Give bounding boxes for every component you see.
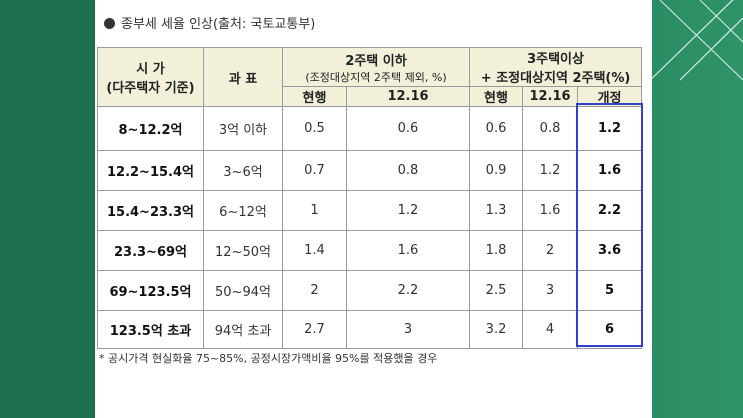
data-cell: 0.7 [282, 150, 347, 191]
header-cell: 2주택 이하 (조정대상지역 2주택 제외, %) [281, 47, 471, 87]
header-text: 2주택 이하 [345, 53, 407, 69]
data-row: 15.4~23.3억 6~12억 1 1.2 1.3 1.6 2.2 [97, 190, 643, 231]
data-cell: 6~12억 [203, 190, 283, 231]
header-text: 3주택이상 [527, 52, 584, 67]
header-cell: 시 가 (다주택자 기준) [97, 47, 204, 107]
data-cell: 1 [282, 190, 347, 231]
data-cell: 0.9 [469, 150, 524, 191]
subheader-cell: 12.16 [522, 86, 579, 107]
data-cell: 50~94억 [203, 270, 283, 311]
data-cell: 0.6 [345, 106, 471, 151]
data-cell: 1.8 [469, 230, 524, 271]
data-row: 123.5억 초과 94억 초과 2.7 3 3.2 4 6 [97, 310, 643, 349]
data-cell: 2 [522, 230, 579, 271]
subheader-cell: 12.16 [345, 86, 471, 107]
data-row: 69~123.5억 50~94억 2 2.2 2.5 3 5 [97, 270, 643, 311]
data-cell: 69~123.5억 [97, 270, 204, 311]
data-cell: 5 [577, 270, 643, 311]
data-cell: 1.2 [345, 190, 471, 231]
data-cell: 1.6 [577, 150, 643, 191]
data-cell: 3억 이하 [203, 106, 283, 151]
bullet [104, 18, 115, 29]
data-row: 12.2~15.4억 3~6억 0.7 0.8 0.9 1.2 1.6 [97, 150, 643, 191]
data-cell: 1.4 [282, 230, 347, 271]
data-cell: 1.2 [522, 150, 579, 191]
header-note: (조정대상지역 2주택 제외, %) [305, 70, 447, 84]
title-text: 종부세 세율 인상(출처: 국토교통부) [121, 17, 316, 32]
data-cell: 0.8 [345, 150, 471, 191]
data-cell: 0.5 [282, 106, 347, 151]
data-cell: 2.2 [345, 270, 471, 311]
data-cell: 12~50억 [203, 230, 283, 271]
data-cell: 2 [282, 270, 347, 311]
deco-line [659, 0, 743, 81]
data-cell: 0.6 [469, 106, 524, 151]
header-text: 시 가 [136, 62, 165, 77]
data-cell: 0.8 [522, 106, 579, 151]
data-cell: 12.2~15.4억 [97, 150, 204, 191]
tax-rate-table: 시 가 (다주택자 기준) 과 표 2주택 이하 (조정대상지역 2주택 제외, %) 3… [97, 47, 643, 349]
header-note: (다주택자 기준) [106, 81, 195, 96]
subheader-cell: 개정 [577, 86, 643, 107]
deco-line [639, 0, 734, 91]
data-cell: 3 [345, 310, 471, 349]
data-cell: 6 [577, 310, 643, 349]
subheader-cell: 현행 [282, 86, 347, 107]
data-cell: 3 [522, 270, 579, 311]
data-cell: 15.4~23.3억 [97, 190, 204, 231]
header-cell: 과 표 [203, 47, 283, 107]
data-cell: 3.6 [577, 230, 643, 271]
data-cell: 94억 초과 [203, 310, 283, 349]
deco-line [699, 0, 743, 43]
data-cell: 4 [522, 310, 579, 349]
data-cell: 123.5억 초과 [97, 310, 204, 349]
data-cell: 2.2 [577, 190, 643, 231]
data-cell: 2.5 [469, 270, 524, 311]
data-cell: 8~12.2억 [97, 106, 204, 151]
footnote: * 공시가격 현실화율 75~85%, 공정시장가액비율 95%를 적용했을 경… [99, 352, 438, 365]
header-cell: 3주택이상 + 조정대상지역 2주택(%) [469, 47, 643, 87]
data-cell: 3.2 [469, 310, 524, 349]
data-row: 23.3~69억 12~50억 1.4 1.6 1.8 2 3.6 [97, 230, 643, 271]
data-cell: 1.6 [522, 190, 579, 231]
data-row: 8~12.2억 3억 이하 0.5 0.6 0.6 0.8 1.2 [97, 106, 643, 151]
data-cell: 2.7 [282, 310, 347, 349]
data-cell: 23.3~69억 [97, 230, 204, 271]
data-cell: 1.3 [469, 190, 524, 231]
subheader-cell: 현행 [469, 86, 524, 107]
subheader-row: 현행 12.16 현행 12.16 개정 [98, 86, 643, 107]
data-cell: 1.2 [577, 106, 643, 151]
slide-title: 종부세 세율 인상(출처: 국토교통부) [104, 13, 315, 32]
data-cell: 3~6억 [203, 150, 283, 191]
header-note: + 조정대상지역 2주택(%) [480, 71, 631, 86]
header-row: 시 가 (다주택자 기준) 과 표 2주택 이하 (조정대상지역 2주택 제외, %) 3… [97, 47, 643, 107]
data-cell: 1.6 [345, 230, 471, 271]
